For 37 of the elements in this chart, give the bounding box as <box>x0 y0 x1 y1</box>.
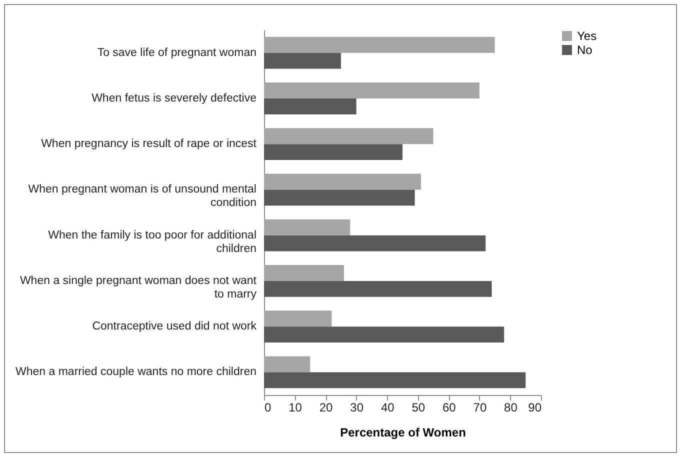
bar <box>264 235 486 252</box>
x-tick-label: 0 <box>264 400 272 414</box>
y-tick-label: Contraceptive used did not work <box>92 320 257 333</box>
y-tick-label: When a single pregnant woman does not want to marry <box>20 274 258 300</box>
bar <box>264 52 341 69</box>
bar <box>264 219 350 236</box>
y-tick-label: When fetus is severely defective <box>92 92 256 104</box>
bar <box>264 144 402 160</box>
x-tick-label: 30 <box>350 400 364 414</box>
bar <box>264 280 492 297</box>
x-tick-label: 90 <box>528 400 542 414</box>
legend-label: No <box>577 43 593 57</box>
bar <box>264 356 310 372</box>
y-tick-label: When pregnancy is result of rape or incest <box>41 138 258 150</box>
bar <box>264 82 480 98</box>
bar <box>264 326 504 343</box>
x-tick-label: 20 <box>319 400 334 414</box>
bar <box>264 190 415 206</box>
bar <box>264 372 526 388</box>
bar <box>264 36 495 53</box>
x-axis-title: Percentage of Women <box>340 426 466 440</box>
x-tick-label: 10 <box>288 400 302 414</box>
x-tick-label: 70 <box>473 400 487 414</box>
x-tick-label: 80 <box>504 400 518 414</box>
legend-label: Yes <box>577 29 597 43</box>
y-tick-label: To save life of pregnant woman <box>97 46 256 59</box>
x-tick-label: 50 <box>412 400 426 414</box>
x-tick-label: 60 <box>442 400 456 414</box>
x-tick-label: 40 <box>380 400 395 414</box>
bar <box>264 98 356 114</box>
y-tick-label: When a married couple wants no more children <box>16 366 256 378</box>
bar <box>264 264 344 281</box>
bar <box>264 128 434 144</box>
y-tick-label: When the family is too poor for additional children <box>48 229 256 255</box>
y-tick-label: When pregnant woman is of unsound mental condition <box>28 184 256 210</box>
bar <box>264 310 332 327</box>
bar <box>264 174 421 190</box>
